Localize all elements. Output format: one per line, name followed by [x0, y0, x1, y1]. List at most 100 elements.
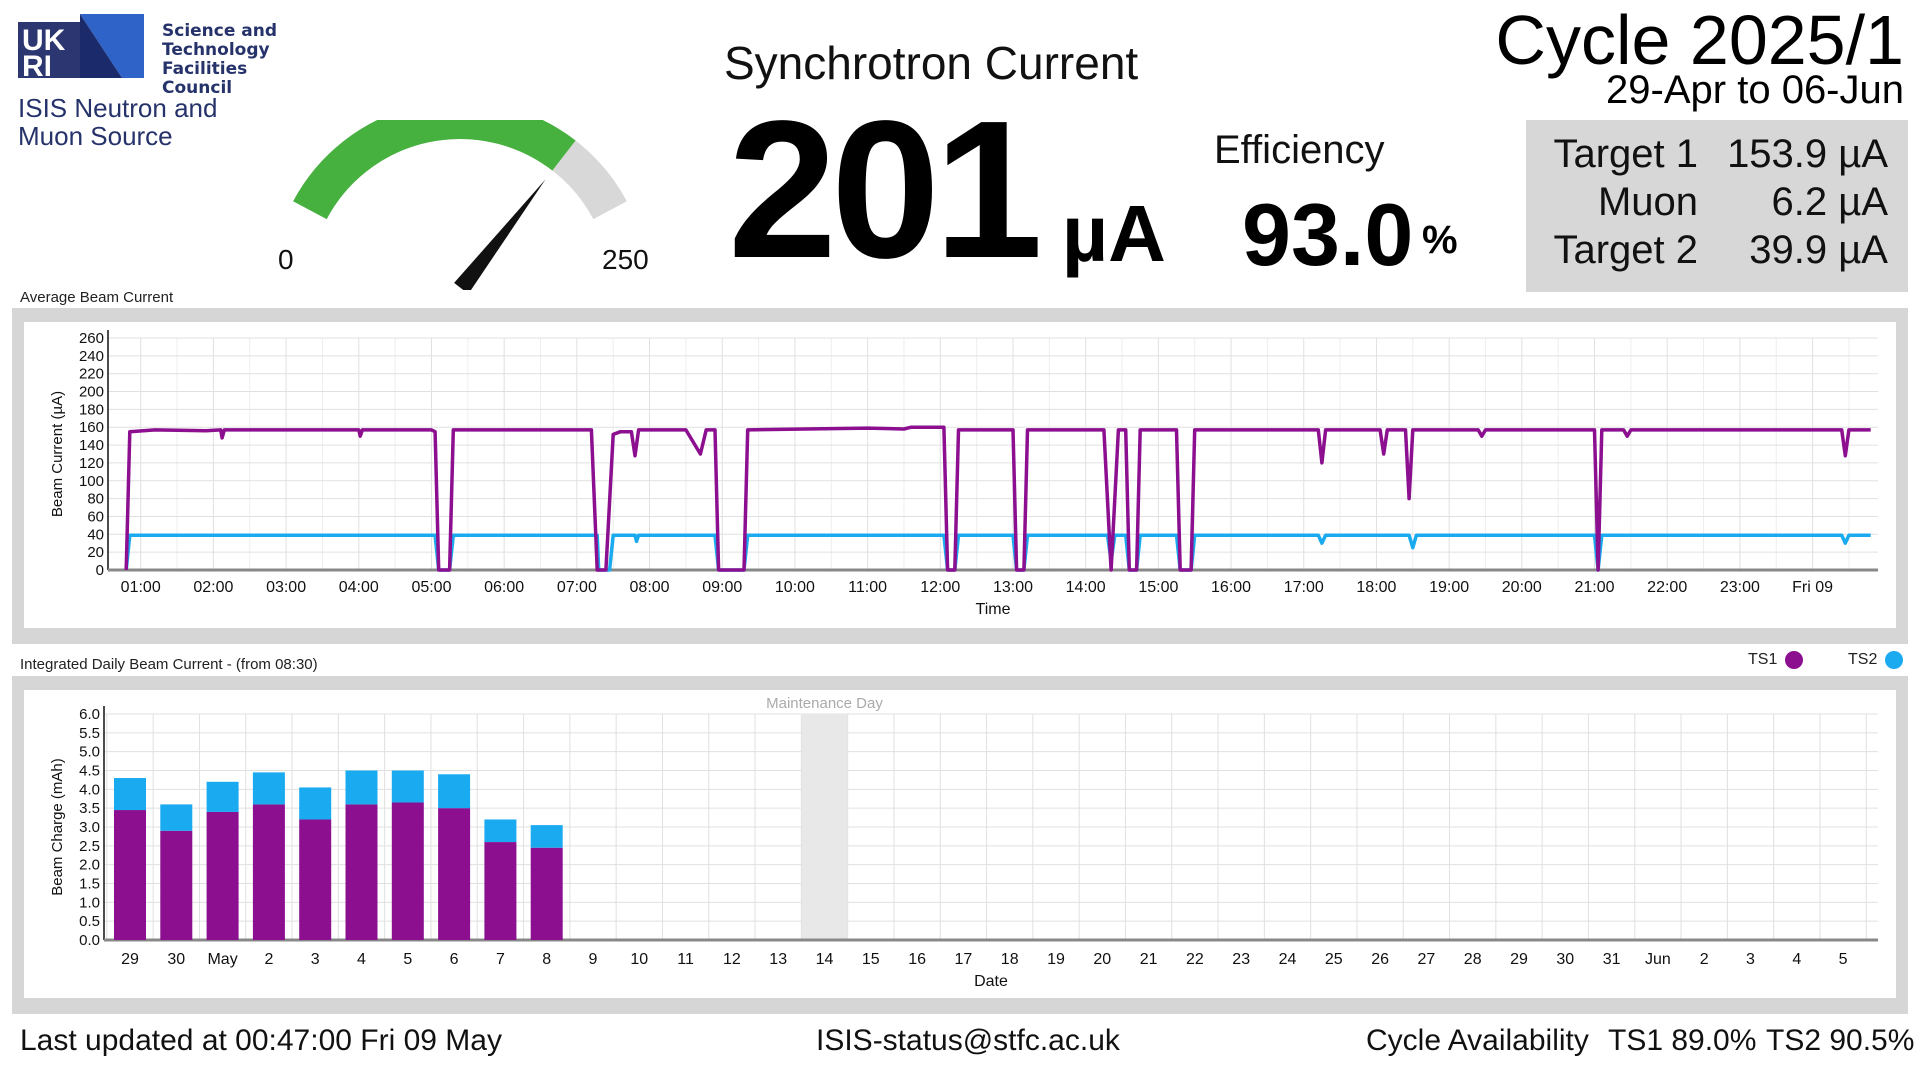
daily-x-tick: 14 — [816, 951, 834, 968]
average-chart-grid — [108, 337, 1878, 571]
daily-x-tick: 29 — [1510, 951, 1528, 968]
daily-y-tick: 4.0 — [79, 781, 100, 798]
average-y-tick: 40 — [87, 526, 104, 543]
synchrotron-value: 201 — [728, 80, 1043, 299]
average-x-tick: 09:00 — [702, 579, 742, 596]
stfc-line-3: Facilities Council — [162, 59, 248, 98]
gauge-needle — [454, 179, 546, 294]
daily-x-tick: 2 — [1700, 951, 1709, 968]
average-x-tick: 01:00 — [121, 579, 161, 596]
daily-x-label: Date — [974, 973, 1008, 990]
legend-ts2-dot — [1885, 651, 1904, 669]
bar-ts2 — [114, 778, 146, 811]
average-x-tick: 11:00 — [848, 579, 887, 596]
legend-ts1-dot — [1785, 651, 1804, 669]
daily-x-tick: 21 — [1140, 951, 1158, 968]
target-name: Target 1 — [1553, 132, 1698, 176]
daily-x-tick: 5 — [1839, 951, 1848, 968]
daily-x-tick: May — [207, 951, 237, 968]
bar-ts1 — [114, 810, 146, 940]
daily-x-tick: 30 — [167, 951, 185, 968]
bar-ts2 — [160, 804, 193, 831]
target-value: 6.2 µA — [1771, 180, 1888, 224]
target-name: Muon — [1597, 180, 1698, 224]
daily-x-tick: 23 — [1232, 951, 1250, 968]
daily-y-tick: 4.5 — [79, 763, 100, 780]
average-x-tick: 20:00 — [1502, 579, 1542, 596]
cycle-availability-label: Cycle Availability — [1366, 1024, 1589, 1057]
average-x-tick: 06:00 — [484, 579, 524, 596]
average-y-tick: 160 — [79, 419, 104, 436]
average-x-tick: 14:00 — [1066, 579, 1106, 596]
gauge-min-label: 0 — [278, 244, 294, 275]
ukri-letters-top: UK — [22, 24, 66, 57]
daily-chart-label: Integrated Daily Beam Current - (from 08… — [20, 656, 318, 673]
average-x-tick: 16:00 — [1211, 579, 1251, 596]
legend-ts2-label: TS2 — [1848, 651, 1878, 669]
daily-x-tick: 22 — [1186, 951, 1204, 968]
efficiency-value: 93.0 — [1242, 185, 1414, 284]
bar-ts1 — [484, 842, 517, 940]
daily-y-tick: 5.5 — [79, 725, 100, 742]
bar-ts2 — [345, 770, 378, 805]
daily-x-tick: 15 — [862, 951, 880, 968]
daily-y-tick: 0.0 — [79, 932, 100, 949]
contact-email[interactable]: ISIS-status@stfc.ac.uk — [816, 1024, 1120, 1057]
average-x-tick: 23:00 — [1720, 579, 1760, 596]
average-x-tick: 05:00 — [411, 579, 451, 596]
daily-y-tick: 5.0 — [79, 744, 100, 761]
daily-y-tick: 2.5 — [79, 838, 100, 855]
average-x-tick: 08:00 — [630, 579, 670, 596]
isis-line-1: ISIS Neutron and — [18, 93, 218, 123]
daily-x-tick: 27 — [1418, 951, 1436, 968]
average-y-tick: 220 — [79, 366, 104, 383]
daily-x-tick: 29 — [121, 951, 139, 968]
ts2-availability: TS2 90.5% — [1766, 1024, 1915, 1057]
average-x-tick: 17:00 — [1284, 579, 1324, 596]
average-x-tick: 07:00 — [557, 579, 597, 596]
maintenance-label: Maintenance Day — [766, 695, 883, 712]
daily-x-tick: 19 — [1047, 951, 1065, 968]
daily-x-tick: 30 — [1556, 951, 1574, 968]
average-x-tick: 18:00 — [1356, 579, 1396, 596]
daily-y-tick: 1.0 — [79, 894, 100, 911]
daily-x-tick: 3 — [1746, 951, 1755, 968]
daily-chart-panel: Maintenance Day 0.0 0.5 1.0 1.5 2.0 2.5 3.0 3.5 4… — [24, 690, 1896, 998]
daily-x-tick: 28 — [1464, 951, 1482, 968]
average-chart-label: Average Beam Current — [20, 289, 174, 306]
average-y-tick: 180 — [79, 401, 104, 418]
target-row: Target 1 153.9 µA — [1526, 132, 1908, 180]
legend-ts1-label: TS1 — [1748, 651, 1778, 669]
maintenance-band — [801, 714, 848, 940]
average-x-tick: 15:00 — [1138, 579, 1178, 596]
average-x-tick: 02:00 — [193, 579, 233, 596]
daily-x-tick: 10 — [630, 951, 648, 968]
isis-line-2: Muon Source — [18, 121, 173, 151]
daily-x-tick: 5 — [403, 951, 412, 968]
average-y-tick: 60 — [87, 508, 104, 525]
legend-ts2: TS2 — [1848, 651, 1904, 669]
target-name: Target 2 — [1553, 228, 1698, 272]
efficiency-unit: % — [1422, 218, 1458, 262]
average-y-tick: 240 — [79, 348, 104, 365]
gauge-fill — [293, 101, 576, 220]
daily-x-tick: 4 — [357, 951, 366, 968]
stfc-line-2: Technology — [162, 40, 270, 60]
daily-beam-chart: Maintenance Day 0.0 0.5 1.01.5 2.0 2.5 3.0 3.5 4… — [49, 695, 1878, 990]
gauge-max-label: 250 — [602, 244, 649, 275]
daily-x-tick: 18 — [1001, 951, 1019, 968]
average-chart-panel: 0 20 40 60 80 100 120 140 160 180 200 220 240 260 01:0… — [24, 322, 1896, 628]
bar-ts1 — [206, 811, 239, 940]
last-updated: Last updated at 00:47:00 Fri 09 May — [20, 1024, 502, 1057]
isis-name: ISIS Neutron and Muon Source — [18, 94, 217, 150]
bar-ts1 — [252, 804, 285, 940]
stfc-name: Science and Technology Facilities Counci… — [162, 22, 318, 98]
target-row: Target 2 39.9 µA — [1526, 228, 1908, 276]
ukri-logo-icon: UK RI — [18, 12, 146, 84]
daily-x-tick: 26 — [1371, 951, 1389, 968]
average-y-tick: 100 — [79, 473, 104, 490]
stfc-line-1: Science and — [162, 21, 278, 41]
average-x-tick: 03:00 — [266, 579, 306, 596]
cycle-dates: 29-Apr to 06-Jun — [1606, 68, 1904, 112]
